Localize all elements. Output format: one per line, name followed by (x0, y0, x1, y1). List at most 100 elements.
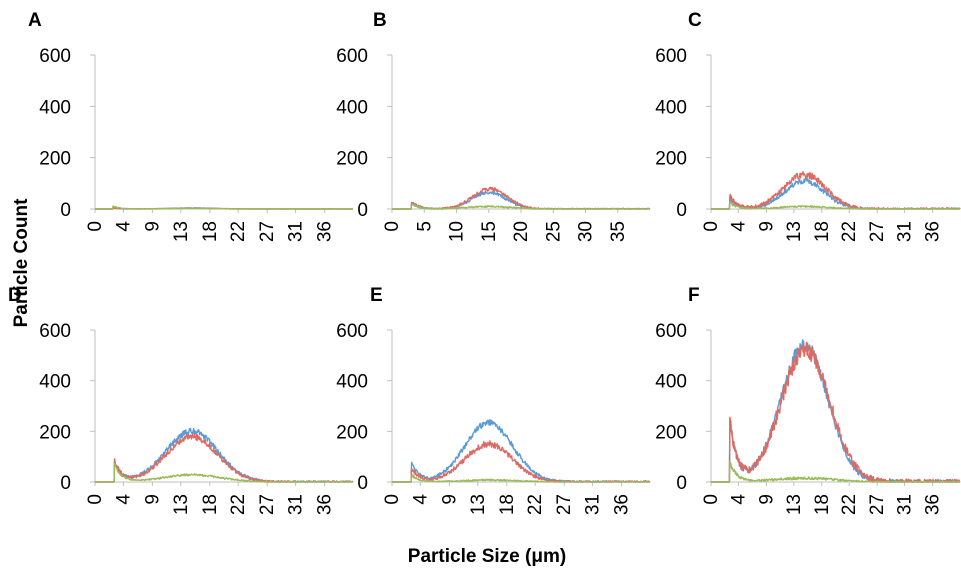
panel-label: E (370, 285, 383, 306)
x-tick-label: 9 (142, 221, 163, 232)
panel-label: D (8, 285, 22, 306)
y-tick-label: 0 (60, 200, 71, 221)
x-tick-label: 18 (812, 221, 833, 242)
series-line (710, 339, 961, 483)
x-tick-label: 27 (257, 221, 278, 242)
y-tick-label: 200 (39, 422, 71, 443)
y-tick-label: 0 (676, 200, 687, 221)
series-line (94, 427, 354, 483)
x-tick-label: 31 (583, 494, 604, 515)
x-tick-label: 13 (171, 221, 192, 242)
x-tick-label: 36 (315, 221, 336, 242)
x-tick-label: 31 (895, 221, 916, 242)
x-tick-label: 20 (511, 221, 532, 242)
x-tick-label: 0 (382, 221, 403, 232)
x-tick-label: 4 (728, 494, 749, 505)
series-line (94, 462, 354, 483)
panel-label: F (688, 285, 700, 306)
x-tick-label: 22 (839, 221, 860, 242)
x-tick-label: 13 (171, 494, 192, 515)
x-tick-label: 35 (608, 221, 629, 242)
y-tick-label: 600 (336, 46, 368, 67)
x-tick-label: 22 (525, 494, 546, 515)
x-tick-label: 31 (286, 494, 307, 515)
x-tick-label: 4 (728, 221, 749, 232)
y-tick-label: 200 (336, 422, 368, 443)
x-tick-label: 27 (554, 494, 575, 515)
y-tick-label: 200 (336, 149, 368, 170)
y-tick-label: 600 (39, 321, 71, 342)
series-line (94, 205, 354, 210)
x-tick-label: 36 (315, 494, 336, 515)
x-tick-label: 9 (142, 494, 163, 505)
series-line (391, 418, 651, 483)
y-tick-label: 0 (676, 473, 687, 494)
y-tick-label: 600 (655, 46, 687, 67)
y-tick-label: 400 (655, 372, 687, 393)
x-tick-label: 0 (382, 494, 403, 505)
y-tick-label: 0 (357, 200, 368, 221)
x-tick-label: 36 (612, 494, 633, 515)
x-tick-label: 5 (414, 221, 435, 232)
x-tick-label: 13 (784, 221, 805, 242)
y-tick-label: 400 (39, 372, 71, 393)
x-tick-label: 10 (447, 221, 468, 242)
y-tick-label: 600 (655, 321, 687, 342)
y-tick-label: 200 (655, 422, 687, 443)
series-line (710, 460, 961, 483)
y-tick-label: 400 (336, 97, 368, 118)
x-tick-label: 4 (113, 221, 134, 232)
y-tick-label: 200 (655, 149, 687, 170)
x-tick-label: 9 (756, 221, 777, 232)
series-line (391, 440, 651, 483)
y-tick-label: 600 (39, 46, 71, 67)
x-tick-label: 25 (543, 221, 564, 242)
series-line (391, 186, 651, 210)
series-line (391, 474, 651, 483)
y-tick-label: 600 (336, 321, 368, 342)
x-tick-label: 13 (784, 494, 805, 515)
x-tick-label: 18 (200, 221, 221, 242)
x-tick-label: 27 (867, 221, 888, 242)
x-tick-label: 36 (923, 221, 944, 242)
y-axis-title: Particle Count (11, 198, 32, 327)
x-tick-label: 30 (576, 221, 597, 242)
x-tick-label: 31 (286, 221, 307, 242)
x-tick-label: 22 (839, 494, 860, 515)
x-tick-label: 13 (468, 494, 489, 515)
y-tick-label: 0 (60, 473, 71, 494)
x-tick-label: 27 (257, 494, 278, 515)
series-line (710, 177, 961, 210)
x-axis-title: Particle Size (μm) (408, 546, 566, 567)
x-tick-label: 18 (497, 494, 518, 515)
x-tick-label: 0 (701, 221, 722, 232)
y-tick-label: 400 (39, 97, 71, 118)
x-tick-label: 4 (410, 494, 431, 505)
series-line (710, 171, 961, 210)
y-tick-label: 400 (336, 372, 368, 393)
panel-label: A (28, 10, 42, 31)
panel-label: C (688, 10, 702, 31)
x-tick-label: 18 (812, 494, 833, 515)
y-tick-label: 200 (39, 149, 71, 170)
x-tick-label: 4 (113, 494, 134, 505)
series-line (391, 203, 651, 210)
x-tick-label: 9 (439, 494, 460, 505)
panel-label: B (373, 10, 387, 31)
y-tick-label: 400 (655, 97, 687, 118)
series-line (710, 201, 961, 210)
x-tick-label: 22 (228, 221, 249, 242)
x-tick-label: 0 (85, 494, 106, 505)
y-tick-label: 0 (357, 473, 368, 494)
x-tick-label: 0 (85, 221, 106, 232)
x-tick-label: 36 (923, 494, 944, 515)
x-tick-label: 0 (701, 494, 722, 505)
x-tick-label: 18 (200, 494, 221, 515)
